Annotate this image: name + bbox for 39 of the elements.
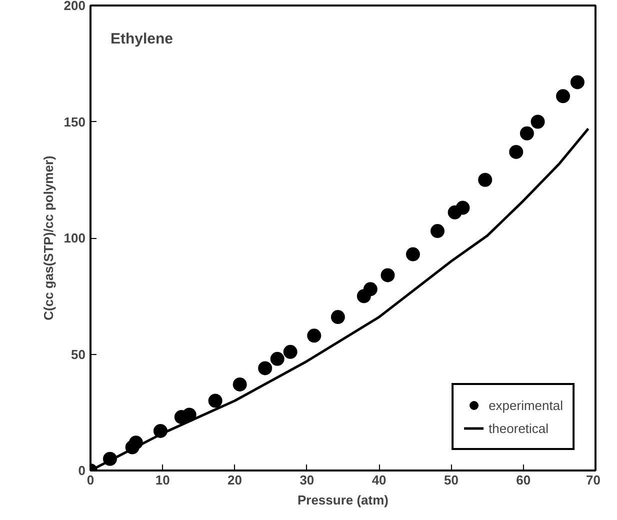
point bbox=[380, 268, 395, 282]
point bbox=[406, 247, 420, 262]
point bbox=[208, 394, 222, 408]
y-tick-label: 0 bbox=[78, 463, 86, 478]
y-tick-label: 100 bbox=[64, 230, 86, 246]
y-tick-label: 50 bbox=[71, 346, 86, 362]
x-tick-label: 40 bbox=[372, 472, 386, 488]
x-tick-label: 30 bbox=[300, 472, 314, 488]
point bbox=[270, 352, 284, 366]
point bbox=[232, 377, 247, 392]
point bbox=[478, 172, 492, 187]
y-axis-title: C(cc gas(STP)/cc polymer) bbox=[40, 156, 56, 320]
point bbox=[258, 361, 272, 376]
point bbox=[556, 89, 570, 104]
point bbox=[430, 224, 445, 238]
point bbox=[509, 144, 524, 159]
point bbox=[102, 452, 117, 466]
x-tick-label: 10 bbox=[155, 472, 170, 488]
x-tick-label: 60 bbox=[516, 472, 531, 488]
y-tick-label: 200 bbox=[64, 0, 86, 13]
legend-label: experimental bbox=[488, 398, 563, 412]
x-axis-title: Pressure (atm) bbox=[297, 492, 389, 508]
point bbox=[153, 424, 168, 438]
annotation: Ethylene bbox=[110, 30, 174, 48]
point bbox=[530, 114, 545, 129]
point bbox=[520, 126, 534, 140]
point bbox=[570, 75, 584, 90]
point bbox=[456, 200, 470, 215]
point bbox=[182, 408, 196, 422]
point bbox=[363, 282, 378, 296]
legend-label: theoretical bbox=[488, 420, 549, 436]
point bbox=[330, 310, 345, 324]
x-tick-label: 20 bbox=[228, 472, 242, 488]
point bbox=[128, 436, 143, 450]
x-tick-label: 50 bbox=[444, 472, 458, 488]
x-tick-label: 70 bbox=[586, 472, 601, 488]
y-tick-label: 150 bbox=[64, 114, 86, 130]
point bbox=[307, 328, 322, 343]
point bbox=[283, 344, 298, 359]
